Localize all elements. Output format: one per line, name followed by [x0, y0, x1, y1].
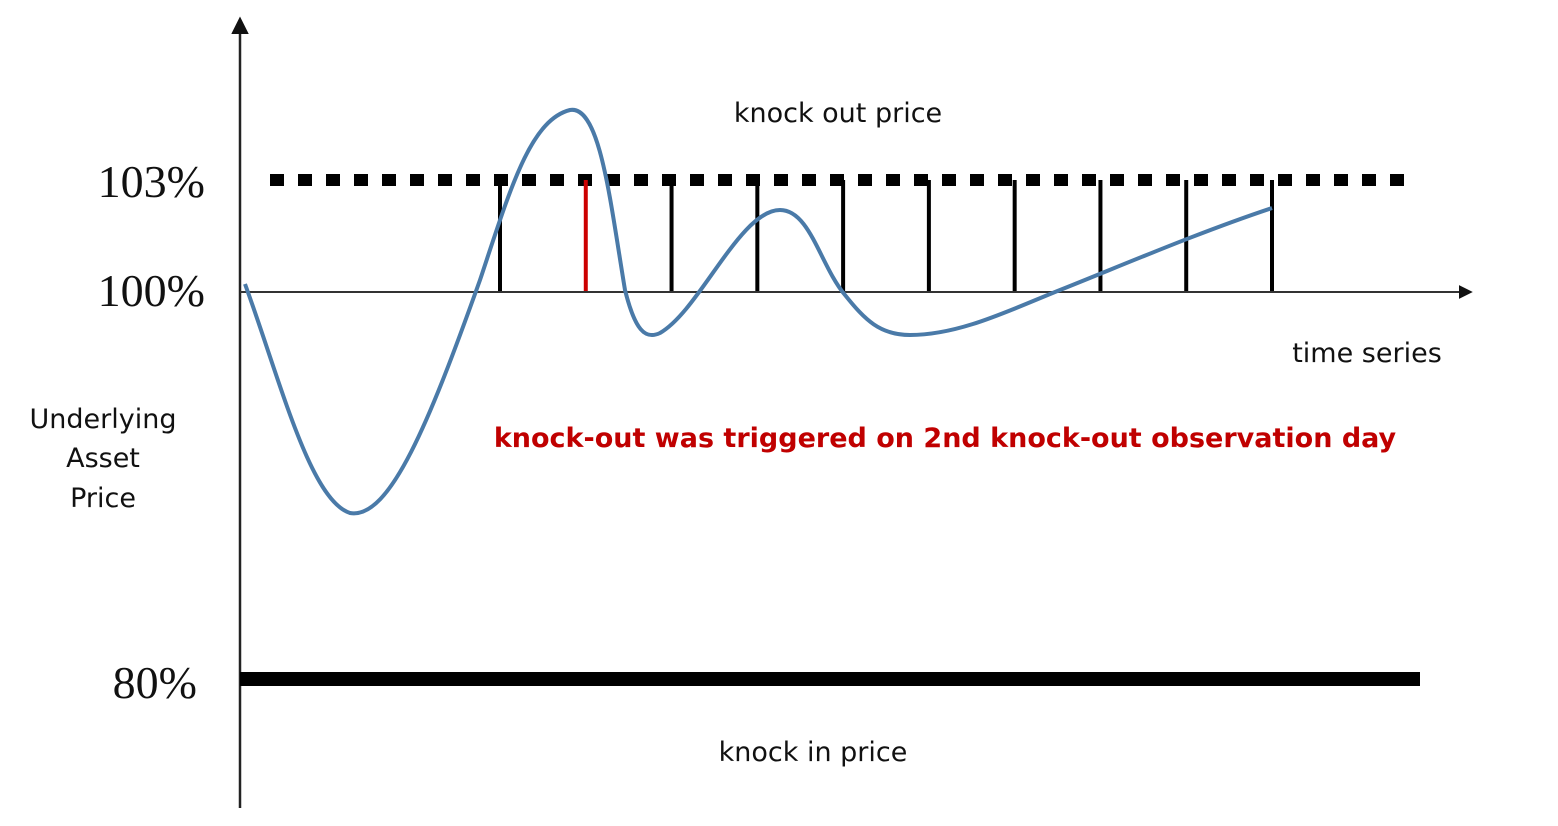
- x-axis-label: time series: [1292, 338, 1442, 369]
- underlying-price-line: [243, 107, 1273, 516]
- knock-out-annotation: knock-out was triggered on 2nd knock-out…: [494, 423, 1397, 454]
- knock-out-price-label: knock out price: [734, 98, 942, 129]
- y-axis-label-line-2: Asset: [66, 443, 140, 474]
- knock-in-price-label: knock in price: [719, 737, 908, 768]
- y-axis-label-line-3: Price: [70, 483, 136, 514]
- y-axis-label-line-1: Underlying: [30, 404, 177, 435]
- ytick-103: 103%: [98, 156, 205, 207]
- ytick-80: 80%: [113, 657, 197, 708]
- ytick-100: 100%: [98, 265, 205, 316]
